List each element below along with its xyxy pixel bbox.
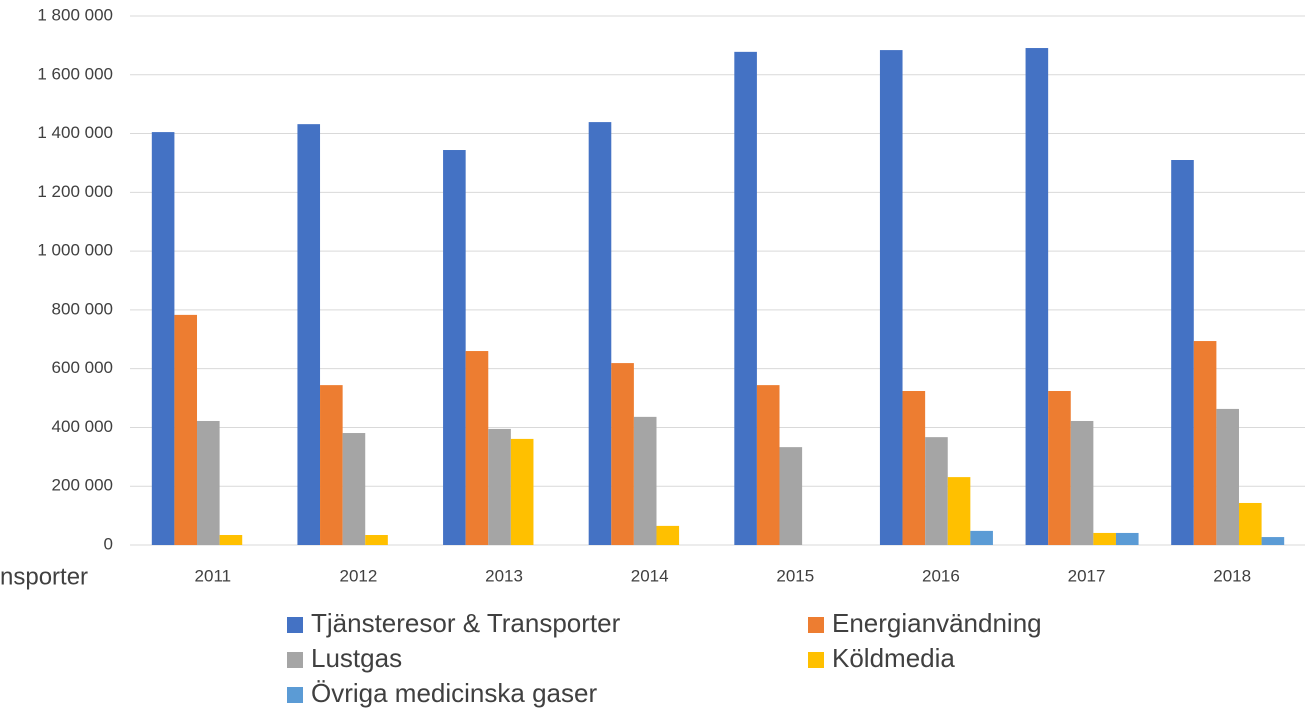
- y-tick-label: 0: [104, 534, 113, 553]
- x-tick-label: 2018: [1213, 566, 1251, 585]
- y-tick-label: 400 000: [52, 417, 113, 436]
- legend-label: Köldmedia: [832, 643, 955, 673]
- bar: [342, 433, 366, 545]
- y-tick-label: 800 000: [52, 299, 113, 318]
- legend-label: Övriga medicinska gaser: [311, 678, 597, 708]
- y-tick-label: 1 600 000: [37, 64, 113, 83]
- y-tick-label: 1 200 000: [37, 182, 113, 201]
- legend-label: Energianvändning: [832, 608, 1042, 638]
- legend-swatch: [287, 687, 303, 703]
- x-tick-label: 2013: [485, 566, 523, 585]
- y-tick-label: 1 400 000: [37, 123, 113, 142]
- bar: [970, 530, 993, 545]
- x-tick-label: 2016: [922, 566, 960, 585]
- y-tick-label: 1 800 000: [37, 5, 113, 24]
- bar: [488, 428, 511, 545]
- bar: [151, 132, 175, 545]
- bar: [1115, 532, 1139, 545]
- bar: [365, 535, 388, 545]
- bar: [756, 385, 780, 545]
- y-tick-label: 1 000 000: [37, 241, 113, 260]
- bar: [879, 50, 903, 545]
- bar: [1070, 420, 1094, 545]
- bar: [174, 314, 198, 545]
- bar: [588, 122, 612, 546]
- legend-label: Lustgas: [311, 643, 402, 673]
- bar: [443, 150, 466, 545]
- x-tick-label: 2011: [195, 566, 232, 585]
- bar: [1216, 408, 1239, 545]
- bar: [1171, 160, 1194, 545]
- bar: [779, 447, 803, 545]
- legend-swatch: [287, 652, 303, 668]
- bar: [656, 525, 680, 545]
- bar: [947, 477, 971, 545]
- legend-swatch: [808, 617, 824, 633]
- bar: [510, 438, 534, 545]
- bar: [734, 51, 757, 546]
- bar: [297, 124, 321, 545]
- bar: [1048, 391, 1071, 545]
- bar: [197, 420, 220, 545]
- y-tick-label: 600 000: [52, 358, 113, 377]
- bar: [633, 416, 657, 545]
- bar: [902, 391, 926, 545]
- legend-swatch: [808, 652, 824, 668]
- x-tick-label: 2015: [776, 566, 814, 585]
- bar: [1193, 341, 1217, 545]
- bar: [611, 363, 634, 545]
- legend-swatch: [287, 617, 303, 633]
- bar: [1025, 48, 1049, 546]
- bar: [219, 535, 243, 545]
- x-tick-label: 2012: [340, 566, 378, 585]
- bar: [465, 351, 489, 545]
- y-tick-label: 200 000: [52, 476, 113, 495]
- x-tick-label: 2014: [631, 566, 669, 585]
- bar: [1093, 532, 1116, 545]
- annotation: nsporter: [0, 563, 88, 590]
- bar: [320, 385, 343, 545]
- bar: [1261, 537, 1285, 545]
- x-tick-label: 2017: [1068, 566, 1106, 585]
- bar: [1238, 502, 1262, 545]
- legend-label: Tjänsteresor & Transporter: [311, 608, 621, 638]
- bar: [925, 437, 948, 545]
